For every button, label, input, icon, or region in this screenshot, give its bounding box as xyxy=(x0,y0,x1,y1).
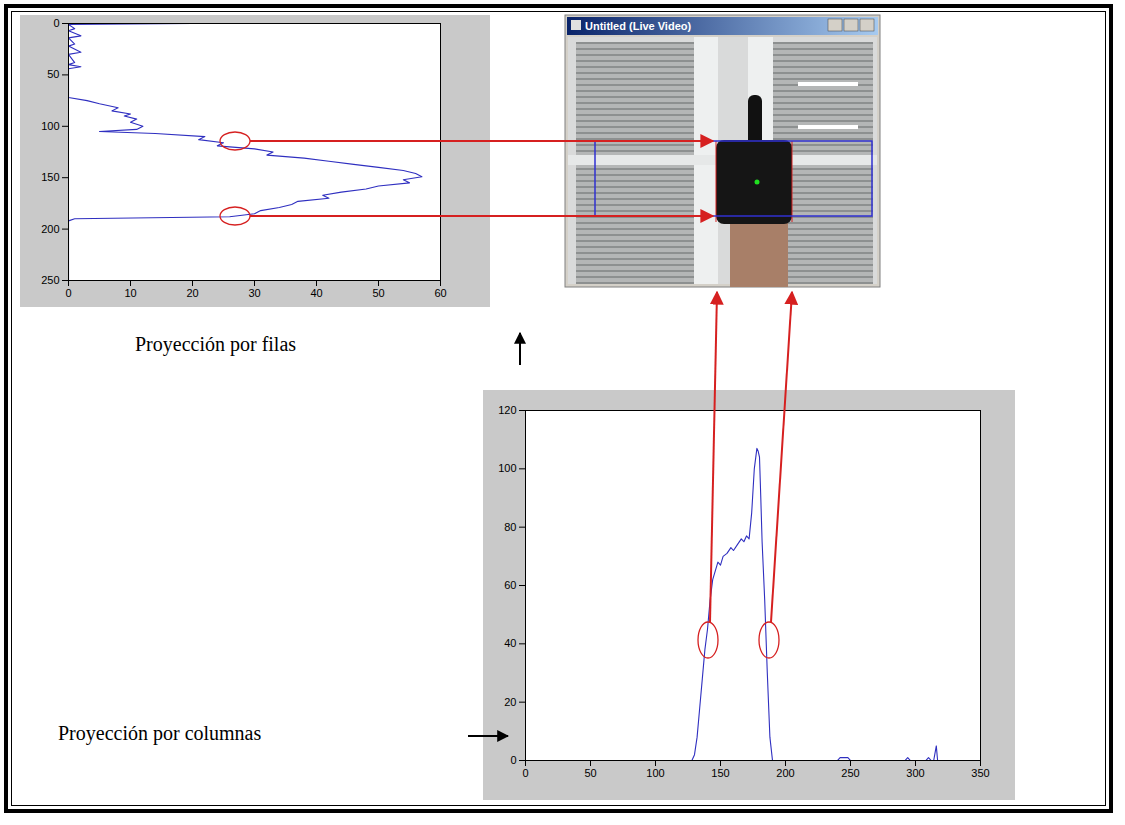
svg-text:40: 40 xyxy=(310,287,322,299)
svg-text:0: 0 xyxy=(522,767,528,779)
svg-text:250: 250 xyxy=(841,767,859,779)
svg-text:150: 150 xyxy=(711,767,729,779)
svg-text:0: 0 xyxy=(65,287,71,299)
svg-text:60: 60 xyxy=(504,579,516,591)
svg-text:100: 100 xyxy=(646,767,664,779)
svg-text:150: 150 xyxy=(41,171,59,183)
svg-text:30: 30 xyxy=(248,287,260,299)
svg-text:0: 0 xyxy=(510,754,516,766)
svg-text:50: 50 xyxy=(47,68,59,80)
html-text:Proyección por filas: Proyección por filas xyxy=(135,333,297,355)
svg-text:50: 50 xyxy=(372,287,384,299)
svg-text:60: 60 xyxy=(434,287,446,299)
svg-text:200: 200 xyxy=(41,223,59,235)
svg-text:10: 10 xyxy=(124,287,136,299)
svg-text:40: 40 xyxy=(504,637,516,649)
svg-text:50: 50 xyxy=(584,767,596,779)
svg-text:200: 200 xyxy=(776,767,794,779)
svg-text:100: 100 xyxy=(498,462,516,474)
svg-text:120: 120 xyxy=(498,404,516,416)
svg-text:100: 100 xyxy=(41,120,59,132)
html-text:Proyección por columnas: Proyección por columnas xyxy=(58,722,262,744)
svg-text:20: 20 xyxy=(504,696,516,708)
svg-text:250: 250 xyxy=(41,274,59,286)
svg-text:Untitled (Live Video): Untitled (Live Video) xyxy=(585,20,691,32)
svg-text:0: 0 xyxy=(53,17,59,29)
svg-text:300: 300 xyxy=(906,767,924,779)
svg-text:80: 80 xyxy=(504,521,516,533)
svg-text:20: 20 xyxy=(186,287,198,299)
svg-text:350: 350 xyxy=(971,767,989,779)
